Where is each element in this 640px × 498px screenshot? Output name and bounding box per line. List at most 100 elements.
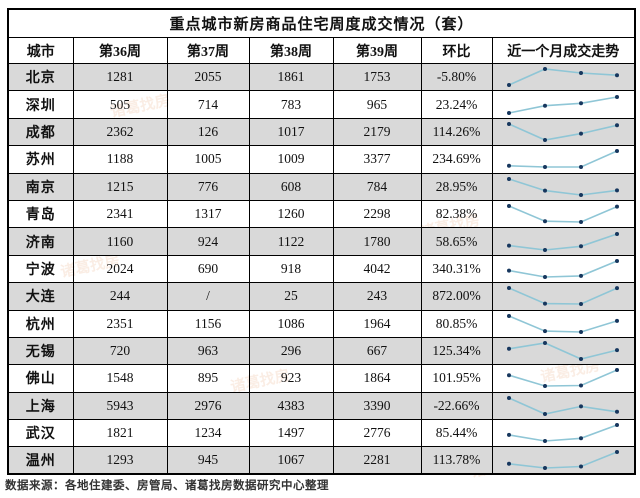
week-value-cell: 5943	[72, 391, 168, 421]
week-value-cell: 1160	[72, 227, 168, 256]
week-value-cell: 1548	[72, 364, 168, 393]
sparkline-point	[507, 286, 512, 291]
week-value-cell: 965	[332, 90, 422, 119]
column-header-week39: 第39周	[332, 37, 422, 64]
city-cell: 南京	[7, 172, 74, 201]
data-source-note: 数据来源：各地住建委、房管局、诸葛找房数据研究中心整理	[5, 480, 329, 492]
sparkline-path	[508, 287, 618, 306]
sparkline-point	[579, 220, 584, 225]
sparkline-path	[508, 397, 618, 415]
sparkline-point	[543, 301, 548, 306]
sparkline-path	[509, 451, 618, 470]
sparkline-point	[507, 373, 512, 378]
column-header-trend: 近一个月成交走势	[491, 37, 636, 64]
sparkline-point	[543, 165, 548, 170]
column-header-wow: 环比	[420, 37, 493, 64]
trend-sparkline	[507, 176, 620, 197]
city-cell: 深圳	[7, 90, 74, 119]
trend-sparkline-cell	[491, 309, 636, 338]
sparkline-point	[543, 247, 548, 252]
week-value-cell: 2281	[332, 446, 422, 475]
week-value-cell: 2298	[332, 199, 422, 229]
sparkline-point	[543, 274, 548, 279]
table-title-row: 重点城市新房商品住宅周度成交情况（套）	[7, 8, 636, 38]
week-value-cell: 3390	[332, 391, 422, 421]
week-value-cell: 243	[332, 282, 422, 311]
wow-change-cell: 125.34%	[420, 336, 493, 366]
sparkline-point	[579, 243, 584, 248]
week-value-cell: 918	[248, 254, 334, 284]
sparkline-point	[579, 436, 584, 441]
trend-sparkline-cell	[491, 227, 636, 256]
week-value-cell: 1861	[248, 62, 334, 92]
table-row-温州: 温州 1293 945 1067 2281 113.78%	[7, 446, 636, 475]
trend-sparkline-cell	[491, 117, 636, 147]
week-value-cell: 296	[248, 336, 334, 366]
wow-change-cell: 872.00%	[420, 282, 493, 311]
sparkline-point	[579, 383, 584, 388]
table-row-宁波: 宁波 2024 690 918 4042 340.31%	[7, 254, 636, 284]
trend-sparkline-cell	[491, 145, 636, 174]
sparkline-point	[615, 188, 620, 193]
table-row-济南: 济南 1160 924 1122 1780 58.65%	[7, 227, 636, 256]
table-header-row: 城市 第36周 第37周 第38周 第39周 环比 近一个月成交走势	[7, 37, 636, 64]
sparkline-point	[615, 149, 620, 154]
sparkline-point	[507, 204, 512, 209]
week-value-cell: 1753	[332, 62, 422, 92]
week-value-cell: 945	[166, 446, 250, 475]
city-cell: 杭州	[7, 309, 74, 338]
wow-change-cell: 58.65%	[420, 227, 493, 256]
week-value-cell: 963	[166, 336, 250, 366]
sparkline-point	[507, 164, 512, 169]
sparkline-point	[507, 313, 512, 318]
sparkline-path	[509, 232, 618, 251]
week-value-cell: 1156	[166, 309, 250, 338]
city-cell: 宁波	[7, 254, 74, 284]
week-value-cell: 1009	[248, 145, 334, 174]
trend-sparkline	[507, 368, 620, 389]
sparkline-path	[508, 205, 618, 223]
week-value-cell: 1215	[72, 172, 168, 201]
trend-sparkline-cell	[491, 446, 636, 475]
sparkline-point	[543, 188, 548, 193]
trend-sparkline	[507, 67, 620, 88]
week-value-cell: 923	[248, 364, 334, 393]
sparkline-point	[615, 123, 620, 128]
sparkline-point	[507, 121, 512, 126]
sparkline-point	[579, 404, 584, 409]
sparkline-path	[508, 123, 618, 141]
trend-sparkline-cell	[491, 199, 636, 229]
column-header-week37: 第37周	[166, 37, 250, 64]
city-cell: 武汉	[7, 419, 74, 448]
trend-sparkline	[507, 121, 620, 142]
wow-change-cell: 85.44%	[420, 419, 493, 448]
week-value-cell: 776	[166, 172, 250, 201]
week-value-cell: 1017	[248, 117, 334, 147]
trend-sparkline-cell	[491, 282, 636, 311]
week-value-cell: 1067	[248, 446, 334, 475]
sparkline-point	[615, 348, 620, 353]
trend-sparkline	[507, 423, 620, 444]
week-value-cell: 895	[166, 364, 250, 393]
week-value-cell: 244	[72, 282, 168, 311]
sparkline-path	[509, 150, 618, 169]
table-row-无锡: 无锡 720 963 296 667 125.34%	[7, 336, 636, 366]
sparkline-point	[579, 165, 584, 170]
sparkline-point	[507, 110, 512, 115]
sparkline-point	[579, 302, 584, 307]
trend-sparkline-cell	[491, 419, 636, 448]
week-value-cell: 1234	[166, 419, 250, 448]
sparkline-point	[507, 395, 512, 400]
week-value-cell: 2776	[332, 419, 422, 448]
sparkline-point	[543, 137, 548, 142]
week-value-cell: 1086	[248, 309, 334, 338]
table-row-深圳: 深圳 505 714 783 965 23.24%	[7, 90, 636, 119]
sparkline-path	[509, 260, 618, 278]
week-value-cell: 2055	[166, 62, 250, 92]
week-value-cell: 1864	[332, 364, 422, 393]
sparkline-point	[615, 409, 620, 414]
city-cell: 苏州	[7, 145, 74, 174]
week-value-cell: 1964	[332, 309, 422, 338]
column-header-week38: 第38周	[248, 37, 334, 64]
trend-sparkline-cell	[491, 391, 636, 421]
